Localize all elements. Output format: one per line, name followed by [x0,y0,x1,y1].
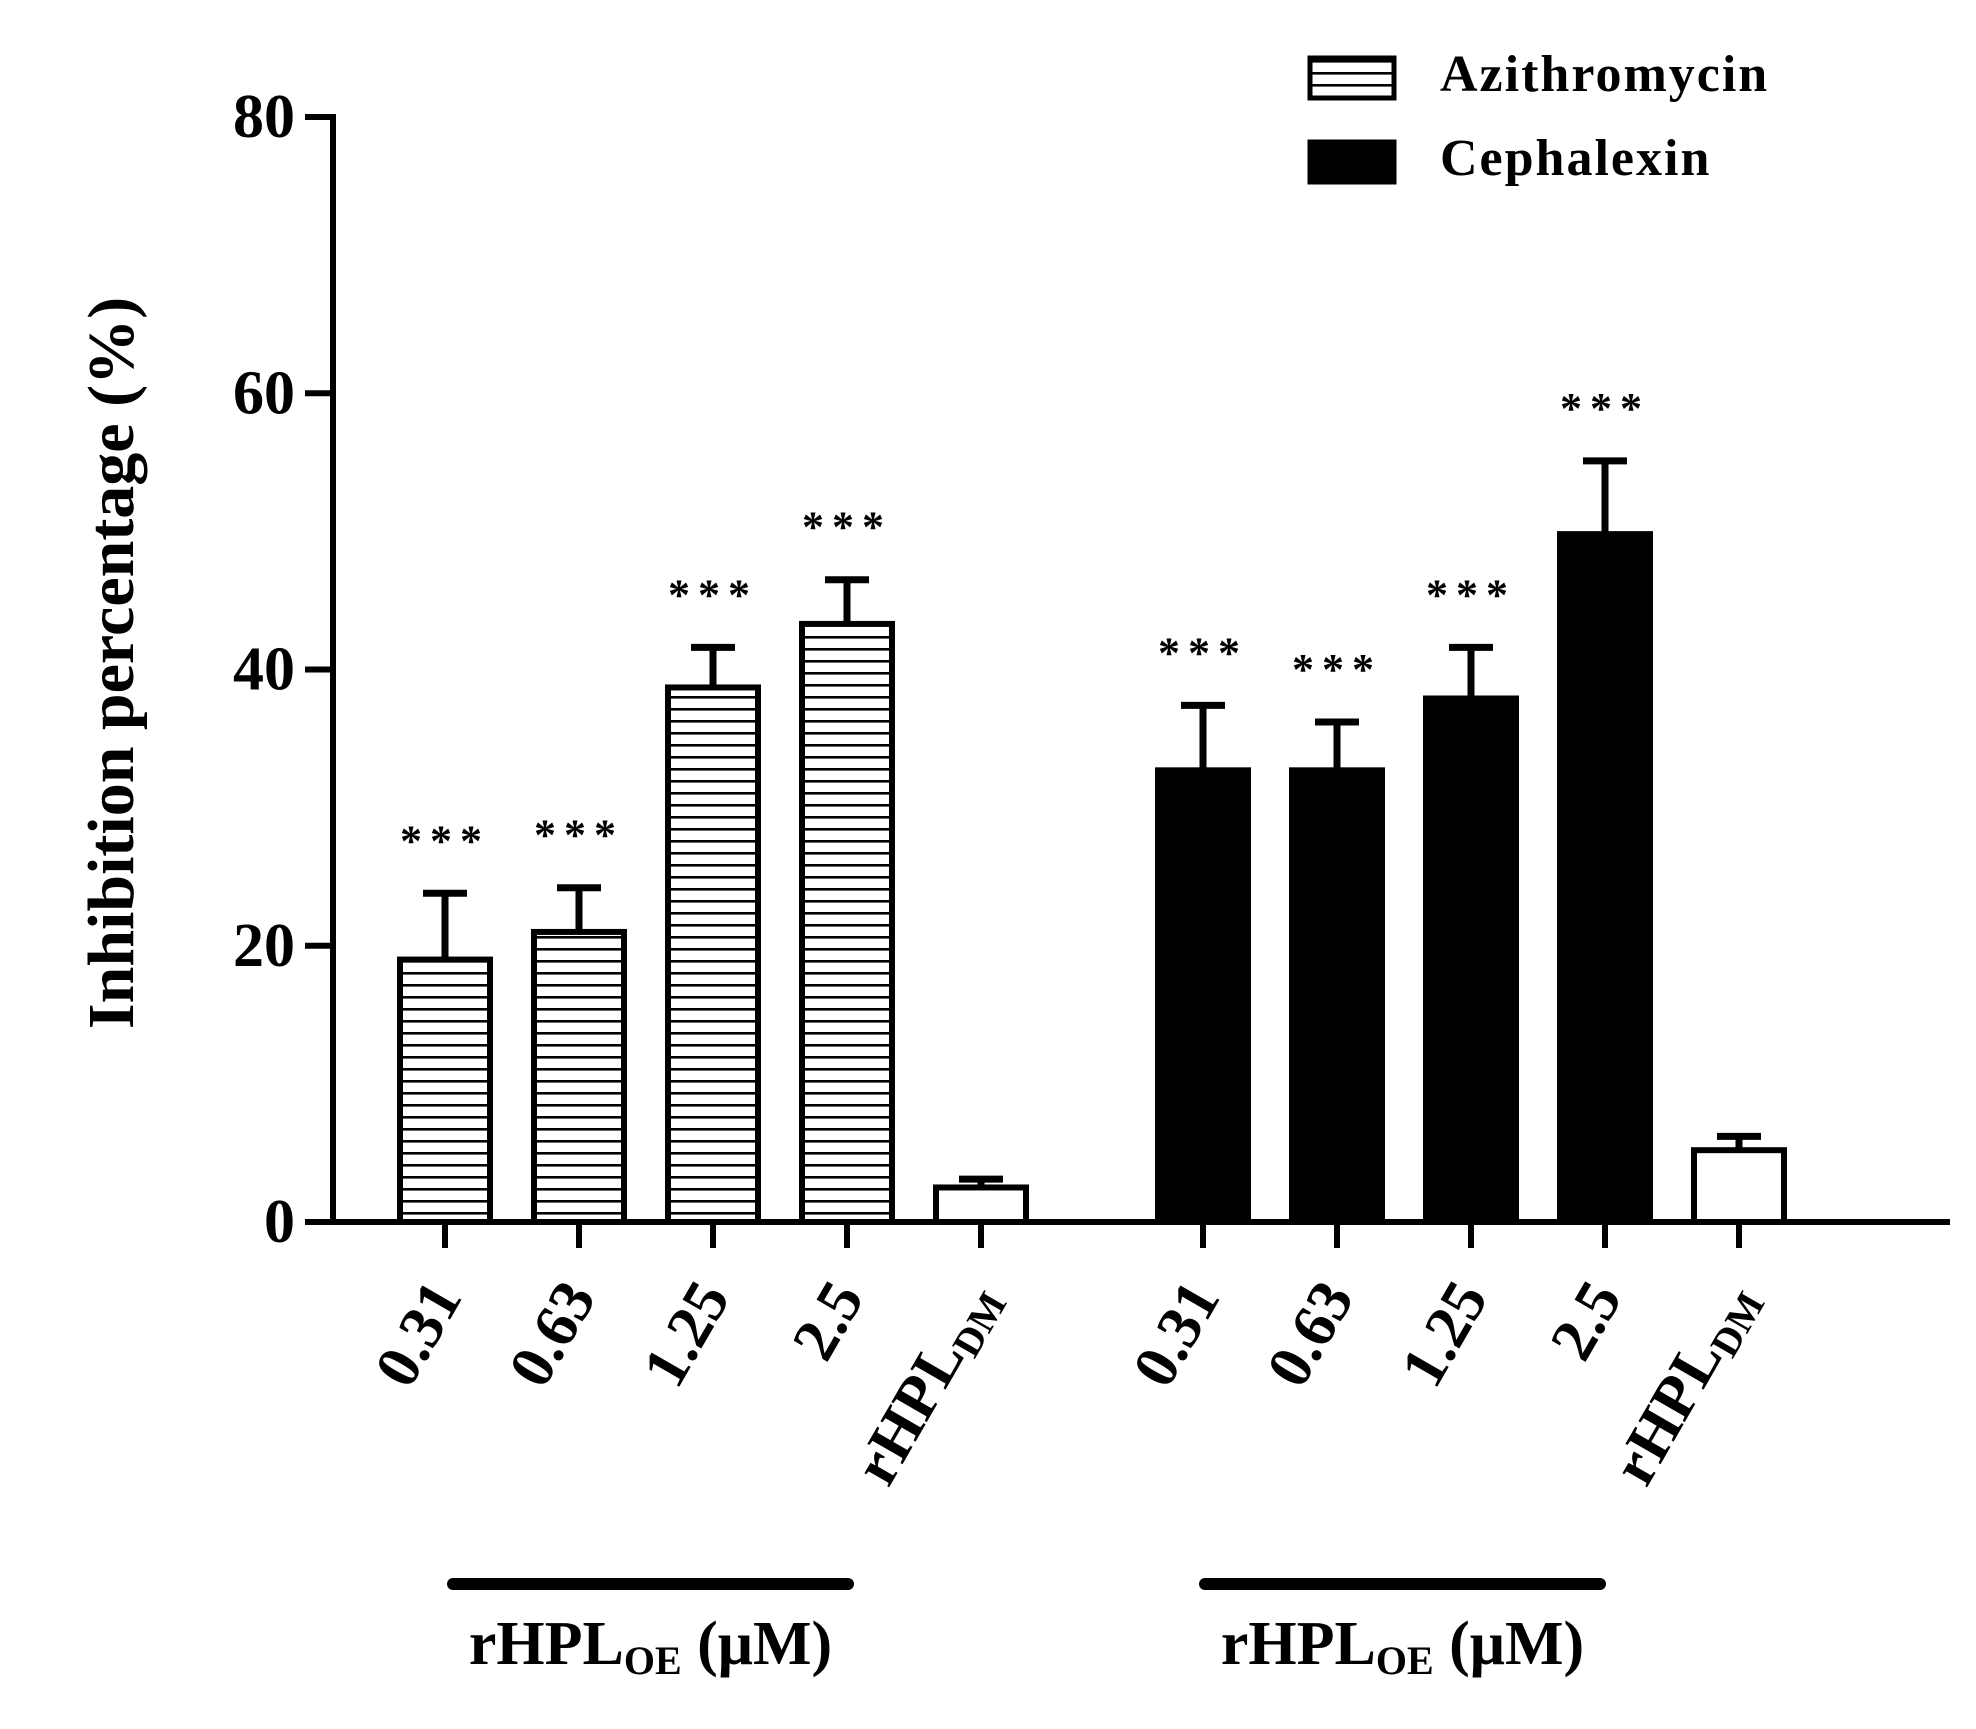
group-label: rHPLOE (μM) [1221,1610,1584,1683]
bar [397,956,493,1225]
bar [933,1184,1029,1225]
bar [1423,695,1519,1225]
bar [1691,1147,1787,1226]
y-tick-label: 60 [233,359,295,427]
group-label-main: rHPL [469,1610,624,1678]
legend-label: Azithromycin [1440,46,1769,103]
bar [1557,531,1653,1225]
bar [799,620,895,1225]
y-tick-label: 80 [233,83,295,151]
bar [1155,767,1251,1225]
x-tick-label: 2.5 [779,1270,877,1371]
x-tick-label-main: rHPL [1599,1328,1735,1496]
x-tick-label-main: 0.63 [496,1270,609,1398]
x-tick-label: 1.25 [630,1270,743,1398]
x-tick-label-main: 1.25 [630,1270,743,1398]
bar [531,928,627,1225]
x-tick-label-main: 0.63 [1254,1270,1367,1398]
legend-swatch [1307,55,1397,101]
legend-swatch [1307,139,1397,185]
y-tick-label: 20 [233,912,295,980]
x-tick-label: 0.31 [362,1270,475,1398]
x-tick-label: 2.5 [1537,1270,1635,1371]
significance-marker: *** [1292,645,1382,694]
significance-marker: *** [1560,384,1650,433]
significance-marker: *** [1426,570,1516,619]
y-axis-title: Inhibition percentage (%) [75,297,148,1029]
legend: Azithromycin Cephalexin [1307,46,1769,187]
group-label-subscript: OE [624,1638,682,1683]
x-tick-label: 1.25 [1388,1270,1501,1398]
bars [397,457,1787,1226]
x-tick-label: 0.31 [1120,1270,1233,1398]
x-tick-label-main: 0.31 [362,1270,475,1398]
x-tick-label: 0.63 [496,1270,609,1398]
significance-marker: *** [534,811,624,860]
bar [1289,767,1385,1225]
group-label-main: rHPL [1221,1610,1376,1678]
group-label: rHPLOE (μM) [469,1610,832,1683]
x-tick-label-main: 1.25 [1388,1270,1501,1398]
group-label-unit: (μM) [1434,1610,1584,1678]
x-tick-label-main: 0.31 [1120,1270,1233,1398]
x-tick-label-main: rHPL [841,1328,977,1496]
bar [665,684,761,1225]
significance-marker: *** [400,816,490,865]
y-tick-label: 0 [264,1188,295,1256]
x-tick-label-main: 2.5 [1537,1270,1635,1371]
significance-marker: *** [668,570,758,619]
group-label-subscript: OE [1376,1638,1434,1683]
x-tick-label-main: 2.5 [779,1270,877,1371]
significance-marker: *** [802,503,892,552]
x-tick-label: 0.63 [1254,1270,1367,1398]
legend-label: Cephalexin [1440,130,1711,187]
y-tick-label: 40 [233,636,295,704]
group-label-unit: (μM) [682,1610,832,1678]
significance-marker: *** [1158,628,1248,677]
